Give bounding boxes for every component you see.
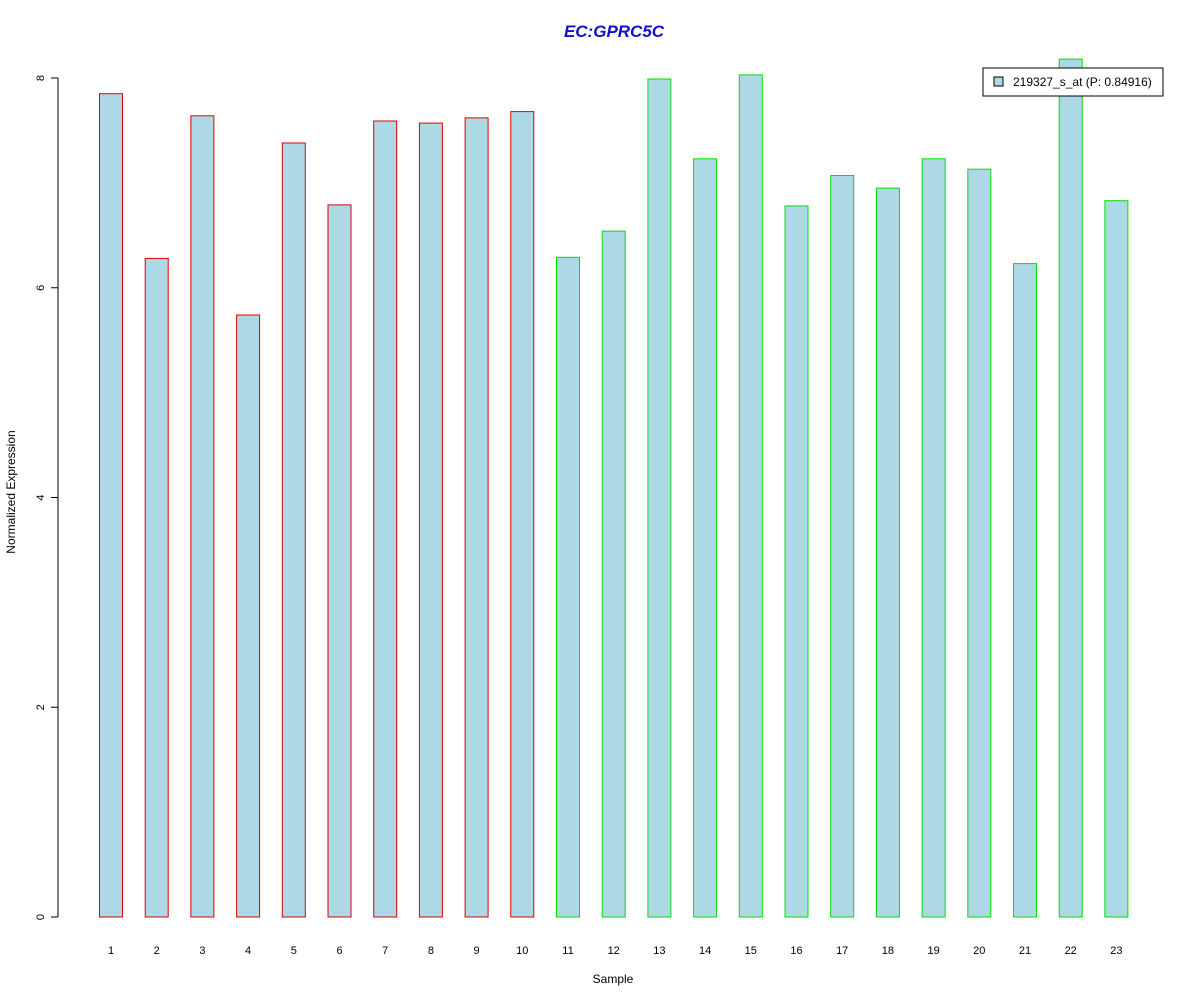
x-tick-label: 23 bbox=[1110, 945, 1122, 957]
x-tick-label: 19 bbox=[927, 945, 939, 957]
legend: 219327_s_at (P: 0.84916) bbox=[982, 67, 1164, 97]
bar-sample-4 bbox=[236, 314, 261, 918]
bar-sample-22 bbox=[1058, 58, 1083, 918]
legend-swatch bbox=[993, 76, 1004, 87]
x-tick-label: 1 bbox=[108, 945, 114, 957]
x-tick-label: 2 bbox=[154, 945, 160, 957]
bar-sample-21 bbox=[1013, 263, 1037, 918]
x-tick-label: 20 bbox=[973, 945, 985, 957]
x-tick-label: 5 bbox=[291, 945, 297, 957]
x-tick-label: 18 bbox=[882, 945, 894, 957]
x-tick-label: 17 bbox=[836, 945, 848, 957]
bar-sample-3 bbox=[190, 115, 215, 918]
bar-sample-15 bbox=[738, 74, 763, 918]
x-tick-label: 21 bbox=[1019, 945, 1031, 957]
bars bbox=[99, 58, 1129, 918]
bar-sample-6 bbox=[327, 204, 352, 918]
y-axis-label: Normalized Expression bbox=[4, 430, 18, 553]
x-tick-label: 6 bbox=[336, 945, 342, 957]
x-tick-label: 14 bbox=[699, 945, 711, 957]
bar-sample-17 bbox=[830, 175, 855, 918]
x-tick-label: 16 bbox=[790, 945, 802, 957]
x-axis-tick-labels: 1 2 3 4 5 6 7 8 9 10 11 12 13 14 15 16 17 18 19 20 21 22 23 bbox=[108, 945, 1123, 957]
chart-title: EC:GPRC5C bbox=[564, 22, 665, 41]
bar-sample-1 bbox=[99, 93, 123, 918]
bar-sample-18 bbox=[875, 187, 900, 918]
x-tick-label: 4 bbox=[245, 945, 251, 957]
legend-label: 219327_s_at (P: 0.84916) bbox=[1013, 75, 1152, 89]
bar-sample-23 bbox=[1104, 200, 1129, 918]
x-tick-label: 7 bbox=[382, 945, 388, 957]
x-tick-label: 22 bbox=[1065, 945, 1077, 957]
y-tick-label: 8 bbox=[35, 75, 47, 81]
bar-sample-13 bbox=[647, 78, 672, 918]
x-axis-label: Sample bbox=[593, 972, 634, 986]
bar-sample-2 bbox=[144, 257, 169, 918]
x-tick-label: 9 bbox=[474, 945, 480, 957]
bar-sample-14 bbox=[693, 158, 718, 918]
x-tick-label: 13 bbox=[653, 945, 665, 957]
y-axis: 0 2 4 6 8 bbox=[35, 75, 59, 920]
y-tick-label: 0 bbox=[35, 914, 47, 920]
y-tick-label: 2 bbox=[35, 704, 47, 710]
x-tick-label: 11 bbox=[562, 945, 573, 957]
bar-sample-8 bbox=[418, 122, 443, 918]
x-tick-label: 10 bbox=[516, 945, 528, 957]
bar-sample-10 bbox=[510, 111, 535, 918]
bar-sample-9 bbox=[464, 117, 489, 918]
bar-sample-20 bbox=[967, 168, 992, 918]
bar-sample-12 bbox=[601, 230, 626, 918]
bar-sample-7 bbox=[373, 120, 398, 918]
x-tick-label: 15 bbox=[745, 945, 757, 957]
legend-box bbox=[982, 67, 1164, 97]
bar-sample-16 bbox=[784, 205, 809, 918]
bar-sample-5 bbox=[281, 142, 306, 918]
x-tick-label: 3 bbox=[199, 945, 205, 957]
bar-sample-19 bbox=[921, 158, 946, 918]
x-tick-label: 8 bbox=[428, 945, 434, 957]
y-tick-label: 4 bbox=[35, 494, 47, 500]
x-tick-label: 12 bbox=[608, 945, 620, 957]
bar-sample-11 bbox=[556, 256, 580, 918]
y-tick-label: 6 bbox=[35, 285, 47, 291]
